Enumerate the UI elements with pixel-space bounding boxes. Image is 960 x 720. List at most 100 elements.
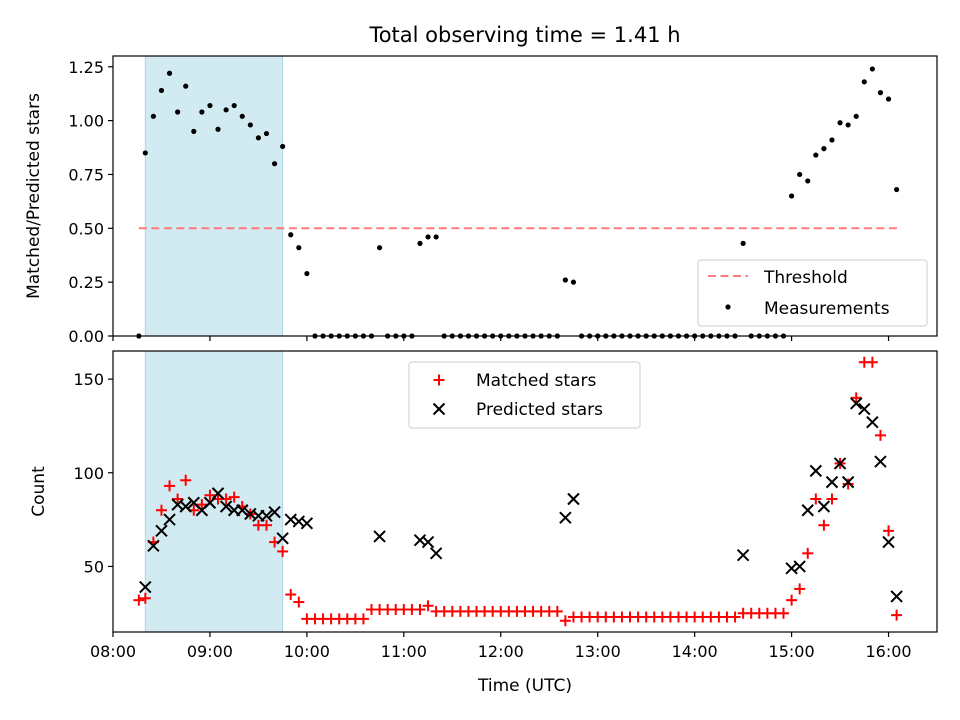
measurement-point bbox=[788, 193, 795, 199]
ratio-y-tick-label: 0.75 bbox=[68, 165, 104, 184]
time-x-tick-label: 14:00 bbox=[672, 642, 718, 661]
measurement-point bbox=[894, 186, 900, 193]
matched-star-point bbox=[551, 605, 563, 617]
matched-star-point bbox=[357, 613, 369, 625]
predicted-star-point bbox=[858, 402, 871, 416]
matched-star-point bbox=[172, 493, 184, 505]
matched-star-point bbox=[826, 493, 838, 505]
predicted-star-point bbox=[421, 535, 435, 549]
time-x-ticks: 08:00 09:00 10:00 11:00 12:00 13:00 14:00 15:00… bbox=[90, 632, 912, 661]
matched-star-point bbox=[810, 493, 822, 505]
measurement-legend-label: Measurements bbox=[764, 299, 890, 319]
measurement-point bbox=[425, 234, 431, 240]
matched-legend-marker bbox=[433, 374, 445, 386]
matched-star-point bbox=[842, 478, 854, 490]
ratio-y-tick-label: 0.25 bbox=[68, 273, 104, 292]
predicted-star-point bbox=[825, 475, 839, 489]
predicted-star-point bbox=[567, 492, 580, 506]
predicted-star-point bbox=[163, 513, 176, 526]
time-x-tick-label: 08:00 bbox=[90, 642, 136, 661]
measurement-point bbox=[813, 152, 819, 158]
predicted-star-point bbox=[874, 455, 887, 468]
predicted-star-point bbox=[841, 475, 855, 489]
predicted-star-point bbox=[817, 500, 831, 513]
matched-legend-swatch bbox=[433, 374, 445, 386]
measurement-point bbox=[271, 161, 278, 167]
measurement-point bbox=[215, 126, 221, 132]
predicted-star-point bbox=[211, 487, 225, 500]
time-x-tick-label: 13:00 bbox=[575, 642, 621, 661]
predicted-star-point bbox=[155, 524, 168, 538]
measurement-point bbox=[740, 240, 746, 246]
time-x-tick-label: 12:00 bbox=[478, 642, 524, 661]
measurement-point bbox=[821, 146, 827, 152]
measurement-point bbox=[263, 130, 270, 137]
observing-window-shade bbox=[144, 55, 284, 337]
time-x-tick-label: 09:00 bbox=[187, 642, 233, 661]
chart-title: Total observing time = 1.41 h bbox=[368, 23, 680, 47]
matched-star-point bbox=[874, 429, 886, 441]
measurement-point bbox=[231, 102, 237, 109]
predicted-star-point bbox=[882, 535, 895, 549]
matched-star-point bbox=[818, 519, 830, 531]
predicted-star-point bbox=[429, 547, 443, 560]
predicted-star-point bbox=[850, 397, 863, 410]
predicted-star-point bbox=[179, 500, 192, 513]
threshold-legend-label: Threshold bbox=[763, 268, 848, 288]
matched-star-point bbox=[196, 499, 208, 511]
predicted-star-point bbox=[268, 505, 281, 519]
ratio-plot-frame bbox=[112, 55, 938, 337]
time-x-tick-label: 11:00 bbox=[381, 642, 427, 661]
measurement-point bbox=[797, 171, 803, 178]
time-x-tick-label: 16:00 bbox=[865, 642, 911, 661]
predicted-star-point bbox=[276, 532, 289, 545]
matched-star-point bbox=[891, 609, 903, 621]
predicted-legend-swatch bbox=[432, 402, 446, 416]
predicted-legend-marker bbox=[432, 402, 446, 416]
count-panel: Count Time (UTC) 50 100 150 08:00 09:00 10:0… bbox=[29, 350, 938, 696]
matched-star-point bbox=[786, 594, 798, 606]
predicted-legend-label: Predicted stars bbox=[476, 400, 603, 420]
measurement-point bbox=[296, 245, 302, 251]
predicted-star-point bbox=[809, 464, 823, 478]
matched-star-point bbox=[164, 480, 176, 492]
matched-star-point bbox=[155, 504, 167, 516]
predicted-star-point bbox=[219, 500, 233, 513]
measurement-point bbox=[837, 120, 843, 126]
measurement-point bbox=[869, 66, 875, 72]
matched-star-point bbox=[260, 519, 272, 531]
matched-star-point bbox=[778, 607, 790, 619]
predicted-star-point bbox=[559, 511, 572, 524]
count-y-tick-label: 50 bbox=[84, 557, 104, 576]
predicted-star-point bbox=[373, 530, 386, 543]
predicted-star-point bbox=[139, 580, 152, 594]
measurement-point bbox=[183, 83, 189, 89]
count-legend: Matched stars Predicted stars bbox=[408, 361, 641, 429]
matched-star-point bbox=[285, 589, 297, 601]
observing-window-shade bbox=[144, 350, 284, 633]
measurement-point bbox=[829, 137, 835, 143]
predicted-star-point bbox=[236, 504, 249, 517]
measurement-point bbox=[433, 234, 439, 240]
count-y-tick-label: 150 bbox=[73, 370, 104, 389]
predicted-star-point bbox=[260, 509, 273, 523]
predicted-star-point bbox=[890, 590, 903, 603]
measurement-point bbox=[570, 279, 577, 285]
measurement-point bbox=[885, 96, 892, 102]
predicted-star-point bbox=[147, 539, 160, 553]
time-x-axis-label: Time (UTC) bbox=[477, 676, 572, 696]
measurement-point bbox=[239, 113, 245, 119]
measurement-point bbox=[861, 79, 867, 85]
measurement-point bbox=[805, 178, 811, 184]
predicted-star-point bbox=[866, 415, 879, 429]
matched-star-point bbox=[180, 474, 192, 486]
measurement-point bbox=[166, 70, 173, 76]
measurement-point bbox=[304, 270, 310, 277]
ratio-panel: Total observing time = 1.41 h Matched/Pr… bbox=[24, 23, 938, 346]
matched-star-point bbox=[277, 545, 289, 557]
ratio-y-tick-label: 0.00 bbox=[68, 327, 104, 346]
measurement-point bbox=[142, 150, 148, 156]
predicted-star-point bbox=[292, 515, 306, 528]
ratio-y-axis-label: Matched/Predicted stars bbox=[24, 93, 44, 299]
